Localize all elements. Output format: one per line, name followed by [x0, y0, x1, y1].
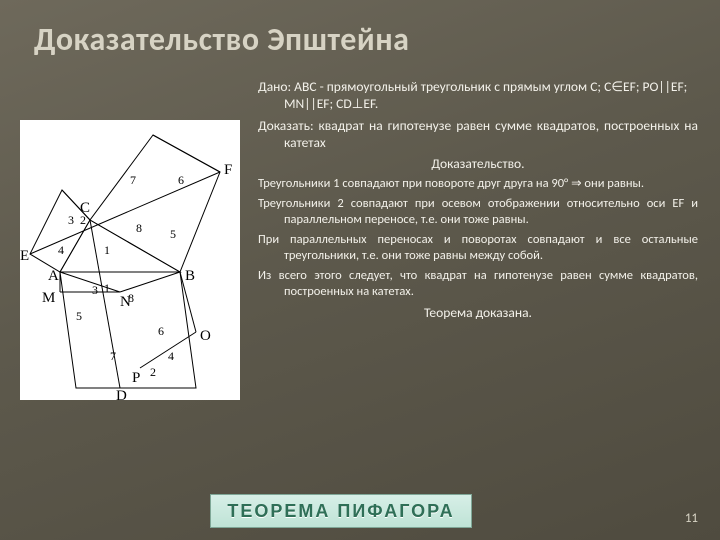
geometry-diagram: 1122334455667788ABCDEFMNOP — [20, 120, 240, 400]
proof-p1: Треугольники 1 совпадают при повороте др… — [258, 176, 698, 192]
slide-title: Доказательство Эпштейна — [34, 20, 409, 59]
proof-p2: Треугольники 2 совпадают при осевом отоб… — [258, 196, 698, 228]
svg-text:M: M — [42, 290, 55, 306]
svg-text:1: 1 — [104, 243, 110, 257]
proof-p3: При параллельных переносах и поворотах с… — [258, 232, 698, 264]
svg-text:D: D — [116, 388, 127, 400]
svg-text:3: 3 — [92, 283, 98, 297]
svg-text:6: 6 — [158, 324, 164, 338]
proof-heading: Доказательство. — [258, 155, 698, 172]
svg-text:7: 7 — [130, 173, 136, 187]
svg-text:4: 4 — [58, 243, 64, 257]
page-number: 11 — [685, 511, 698, 526]
svg-text:O: O — [200, 328, 211, 344]
svg-text:4: 4 — [168, 349, 174, 363]
proof-p4: Из всего этого следует, что квадрат на г… — [258, 268, 698, 300]
svg-text:B: B — [185, 268, 195, 284]
svg-text:1: 1 — [104, 281, 110, 295]
svg-text:5: 5 — [170, 227, 176, 241]
svg-text:2: 2 — [150, 365, 156, 379]
svg-text:8: 8 — [136, 221, 142, 235]
svg-text:F: F — [224, 162, 232, 178]
svg-text:N: N — [120, 294, 131, 310]
svg-text:3: 3 — [68, 213, 74, 227]
svg-text:C: C — [80, 200, 90, 216]
svg-text:7: 7 — [110, 349, 116, 363]
svg-text:P: P — [132, 370, 140, 386]
svg-text:5: 5 — [76, 309, 82, 323]
proof-qed: Теорема доказана. — [258, 304, 698, 321]
proof-text: Дано: ABC - прямоугольный треугольник с … — [258, 78, 698, 326]
prove-text: Доказать: квадрат на гипотенузе равен су… — [258, 117, 698, 152]
svg-text:E: E — [20, 248, 29, 264]
footer-banner: ТЕОРЕМА ПИФАГОРА — [210, 494, 472, 528]
svg-text:A: A — [48, 268, 59, 284]
svg-text:6: 6 — [178, 173, 184, 187]
given-text: Дано: ABC - прямоугольный треугольник с … — [258, 78, 698, 113]
